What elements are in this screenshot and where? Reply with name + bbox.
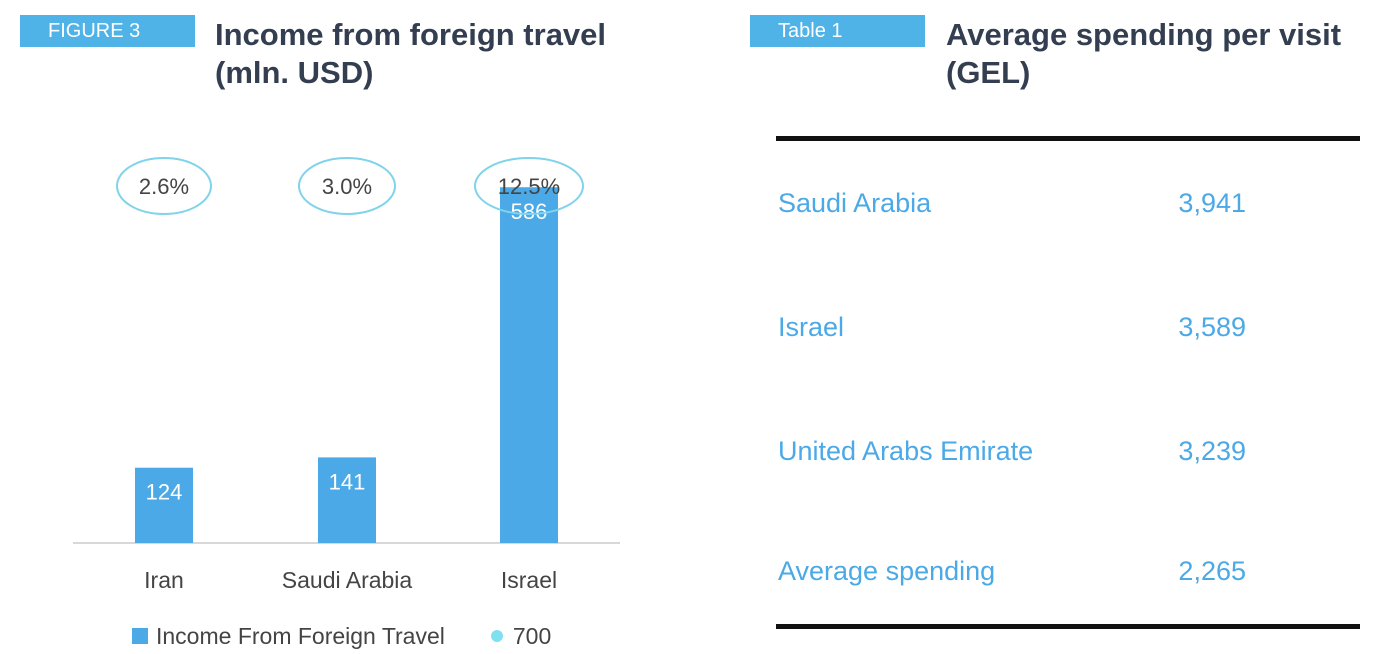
legend-marker-dot [490, 630, 503, 642]
share-bubble-1 [298, 157, 396, 215]
figure-tag: FIGURE 3 [20, 15, 195, 47]
table-row-label: Average spending [778, 556, 996, 586]
category-label-1: Saudi Arabia [282, 567, 413, 593]
table-top-rule [776, 136, 1360, 141]
table-row-label: Israel [778, 312, 845, 342]
share-label-2: 12.5% [498, 174, 560, 199]
bar-value-label-2: 586 [511, 199, 548, 224]
table-bottom-rule [776, 624, 1360, 629]
table-row-value: 3,589 [1178, 312, 1246, 342]
table-title: Average spending per visit (GEL) [946, 16, 1341, 92]
table-row-label: United Arabs Emirate [778, 436, 1034, 466]
bar-2 [500, 187, 558, 543]
category-label-2: Israel [501, 567, 557, 593]
bar-chart: 124 Iran 2.6% 141 Saudi Arabia 3.0% 586 Israel 1… [73, 157, 620, 593]
share-label-0: 2.6% [139, 174, 189, 199]
bar-0 [135, 467, 193, 543]
category-label-0: Iran [144, 567, 184, 593]
share-label-1: 3.0% [322, 174, 372, 199]
table-title-line2: (GEL) [946, 55, 1031, 90]
table-tag: Table 1 [750, 15, 925, 47]
bar-1 [318, 457, 376, 543]
share-bubble-0 [116, 157, 212, 215]
legend-marker-label: 700 [512, 622, 552, 649]
table-title-line1: Average spending per visit [946, 17, 1342, 52]
legend-series-label: Income From Foreign Travel [156, 622, 445, 649]
table-row-value: 2,265 [1178, 556, 1246, 586]
figure-title-line2: (mln. USD) [215, 55, 374, 90]
table-row-value: 3,239 [1178, 436, 1246, 466]
bar-value-label-1: 141 [329, 469, 366, 494]
figure-title-line1: Income from foreign travel [215, 17, 607, 52]
table-row-value: 3,941 [1178, 188, 1246, 218]
table-row-label: Saudi Arabia [778, 188, 932, 218]
legend-series-swatch [132, 628, 148, 644]
chart-legend: Income From Foreign Travel 700 [132, 622, 551, 650]
share-bubble-2 [474, 157, 584, 215]
figure-title: Income from foreign travel (mln. USD) [215, 16, 606, 92]
bar-value-label-0: 124 [146, 480, 183, 505]
